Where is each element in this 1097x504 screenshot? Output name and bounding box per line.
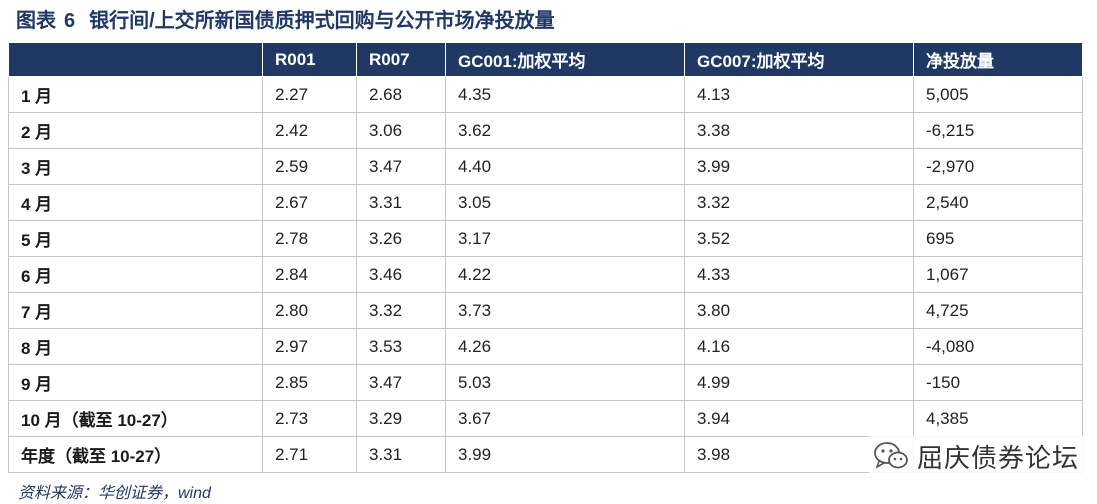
watermark-text: 屈庆债券论坛	[916, 442, 1079, 473]
header-cell: GC001:加权平均	[445, 42, 685, 77]
table-row: 4 月 2.67 3.31 3.05 3.32 2,540	[8, 184, 1083, 221]
table-cell: 3.94	[684, 400, 914, 437]
table-cell: 2.73	[262, 400, 357, 437]
table-cell: 5.03	[445, 364, 685, 401]
table-cell: 2.67	[262, 184, 357, 221]
table-cell: 3.47	[356, 148, 446, 185]
table-cell: 2.80	[262, 292, 357, 329]
row-label: 7 月	[8, 292, 263, 329]
table-row: 1 月 2.27 2.68 4.35 4.13 5,005	[8, 76, 1083, 113]
table-cell: 3.99	[445, 436, 685, 473]
wechat-icon	[874, 442, 908, 469]
table-cell: 4.35	[445, 76, 685, 113]
row-label: 10 月（截至 10-27）	[8, 400, 263, 437]
row-label: 2 月	[8, 112, 263, 149]
table-row: 2 月 2.42 3.06 3.62 3.38 -6,215	[8, 112, 1083, 149]
table-cell: 3.73	[445, 292, 685, 329]
row-label: 9 月	[8, 364, 263, 401]
table-cell: 2.97	[262, 328, 357, 365]
table-cell: 3.32	[684, 184, 914, 221]
table-cell: 4.26	[445, 328, 685, 365]
table-row: 9 月 2.85 3.47 5.03 4.99 -150	[8, 364, 1083, 401]
table-row: 6 月 2.84 3.46 4.22 4.33 1,067	[8, 256, 1083, 293]
table-cell: 3.26	[356, 220, 446, 257]
table-cell: 2.84	[262, 256, 357, 293]
table-cell: 4.33	[684, 256, 914, 293]
row-label: 1 月	[8, 76, 263, 113]
table-cell: 3.38	[684, 112, 914, 149]
table-row: 8 月 2.97 3.53 4.26 4.16 -4,080	[8, 328, 1083, 365]
table-cell: 3.62	[445, 112, 685, 149]
table-cell: 3.99	[684, 148, 914, 185]
table-cell: 2.85	[262, 364, 357, 401]
figure-number: 6	[64, 10, 76, 32]
table-row: 5 月 2.78 3.26 3.17 3.52 695	[8, 220, 1083, 257]
table-cell: 2.42	[262, 112, 357, 149]
table-cell: 3.67	[445, 400, 685, 437]
table-cell: 5,005	[913, 76, 1083, 113]
table-row: 年度（截至 10-27） 2.71 3.31 3.99 3.98	[8, 436, 1083, 473]
row-label: 5 月	[8, 220, 263, 257]
table-cell: 3.05	[445, 184, 685, 221]
table-cell: 2,540	[913, 184, 1083, 221]
table-row: 7 月 2.80 3.32 3.73 3.80 4,725	[8, 292, 1083, 329]
table-cell: -150	[913, 364, 1083, 401]
table-cell: 2.68	[356, 76, 446, 113]
header-cell: 净投放量	[913, 42, 1083, 77]
repo-data-table: R001 R007 GC001:加权平均 GC007:加权平均 净投放量 1 月 2.27…	[8, 42, 1083, 473]
table-cell: 4.16	[684, 328, 914, 365]
table-cell: 4.22	[445, 256, 685, 293]
table-cell: 3.46	[356, 256, 446, 293]
row-label: 3 月	[8, 148, 263, 185]
table-row: 3 月 2.59 3.47 4.40 3.99 -2,970	[8, 148, 1083, 185]
header-cell: R007	[356, 42, 446, 77]
watermark: 屈庆债券论坛	[868, 436, 1083, 476]
table-row: 10 月（截至 10-27） 2.73 3.29 3.67 3.94 4,385	[8, 400, 1083, 437]
source-note: 资料来源：华创证券，wind	[18, 485, 211, 502]
header-cell-blank	[8, 42, 263, 77]
header-cell: R001	[262, 42, 357, 77]
table-cell: -2,970	[913, 148, 1083, 185]
table-cell: 4,725	[913, 292, 1083, 329]
table-cell: 2.27	[262, 76, 357, 113]
table-cell: 3.53	[356, 328, 446, 365]
table-cell: -6,215	[913, 112, 1083, 149]
table-cell: 3.31	[356, 436, 446, 473]
table-cell: 2.59	[262, 148, 357, 185]
figure-title-text: 银行间/上交所新国债质押式回购与公开市场净投放量	[89, 10, 555, 32]
table-body: 1 月 2.27 2.68 4.35 4.13 5,005 2 月 2.42 3.06 3.62 3…	[8, 76, 1083, 473]
table-cell: 4.13	[684, 76, 914, 113]
table-cell: 3.17	[445, 220, 685, 257]
table-cell: 3.31	[356, 184, 446, 221]
table-cell: 3.29	[356, 400, 446, 437]
table-cell: 4.40	[445, 148, 685, 185]
figure-title: 图表 6 银行间/上交所新国债质押式回购与公开市场净投放量	[16, 6, 555, 36]
row-label: 8 月	[8, 328, 263, 365]
row-label: 年度（截至 10-27）	[8, 436, 263, 473]
table-cell: 2.78	[262, 220, 357, 257]
header-cell: GC007:加权平均	[684, 42, 914, 77]
table-cell: 3.06	[356, 112, 446, 149]
table-cell: 4.99	[684, 364, 914, 401]
table-cell: 695	[913, 220, 1083, 257]
table-cell: 3.32	[356, 292, 446, 329]
figure-title-prefix: 图表	[16, 10, 56, 32]
table-header-row: R001 R007 GC001:加权平均 GC007:加权平均 净投放量	[8, 42, 1083, 77]
table-cell: -4,080	[913, 328, 1083, 365]
row-label: 6 月	[8, 256, 263, 293]
table-cell: 4,385	[913, 400, 1083, 437]
table-cell: 3.47	[356, 364, 446, 401]
row-label: 4 月	[8, 184, 263, 221]
table-cell: 1,067	[913, 256, 1083, 293]
table-cell: 3.80	[684, 292, 914, 329]
table-cell: 3.52	[684, 220, 914, 257]
table-cell: 2.71	[262, 436, 357, 473]
